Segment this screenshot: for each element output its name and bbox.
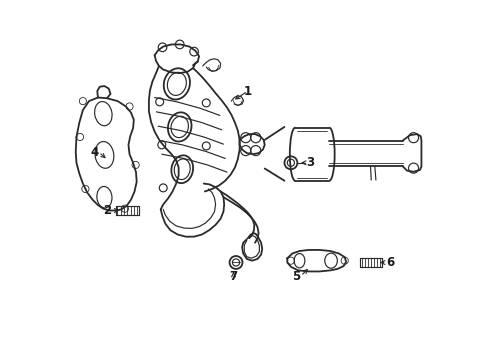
Text: 1: 1 <box>244 85 252 98</box>
Text: 4: 4 <box>91 145 98 158</box>
Text: 3: 3 <box>307 156 315 169</box>
Text: 6: 6 <box>387 256 395 269</box>
Text: 5: 5 <box>293 270 300 283</box>
Text: 2: 2 <box>103 204 112 217</box>
Text: 7: 7 <box>229 270 238 283</box>
